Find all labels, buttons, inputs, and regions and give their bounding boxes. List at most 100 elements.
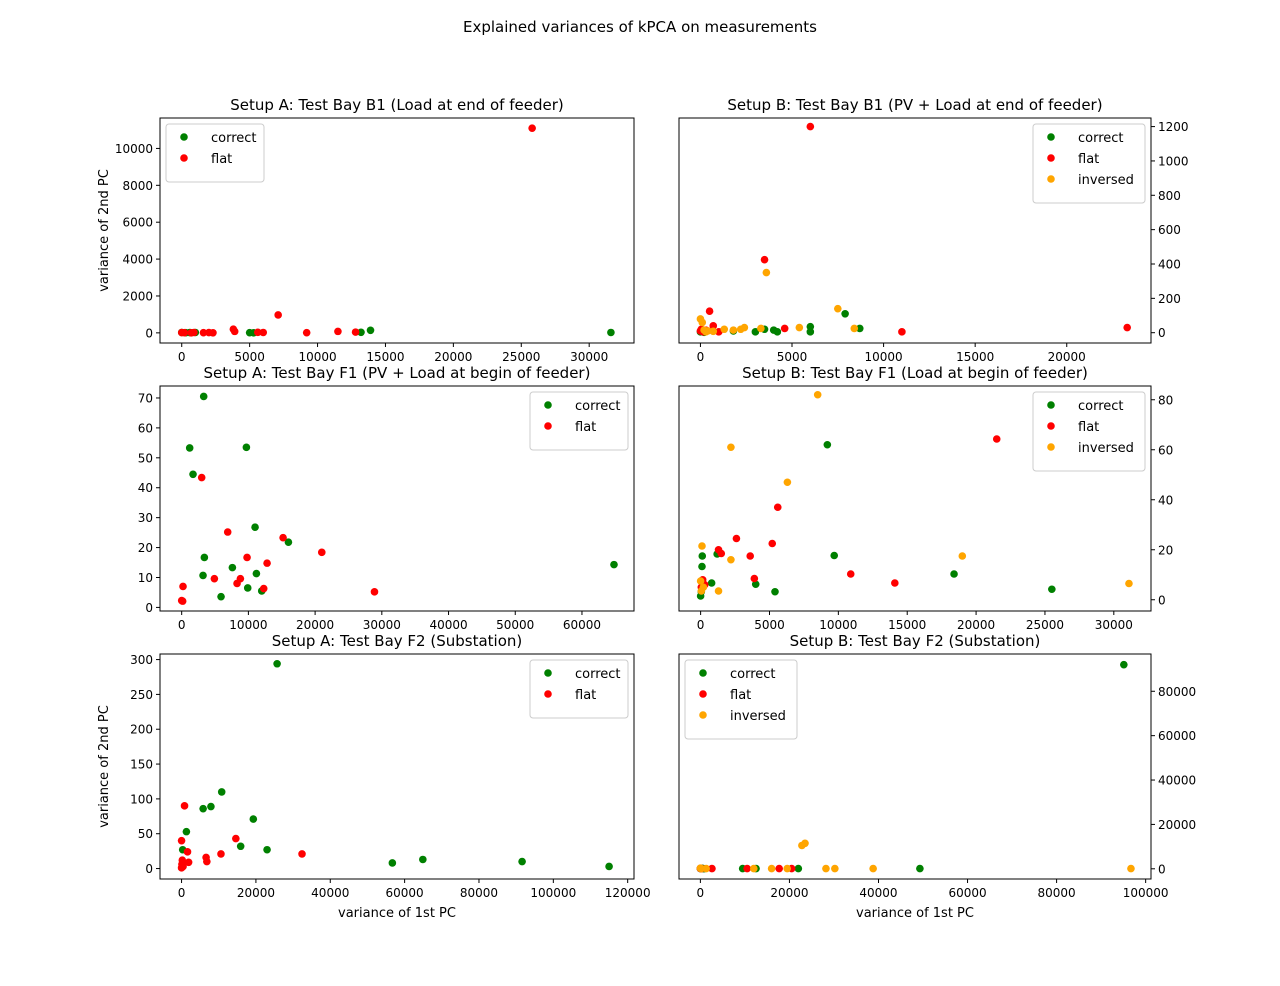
legend-label-flat: flat [575,688,596,703]
point-inversed [757,324,765,333]
point-correct [273,659,281,668]
point-flat [259,328,268,337]
point-inversed [783,864,792,873]
x-tick-label: 100000 [1123,886,1169,900]
point-correct [263,845,271,854]
point-flat [732,534,741,543]
legend-frame [684,659,798,740]
y-tick-label: 0 [145,862,153,876]
y-tick-label: 80000 [1158,685,1196,699]
point-inversed [801,839,809,848]
point-flat [317,548,326,557]
point-correct [199,804,207,813]
y-tick-label: 1000 [1158,154,1189,168]
y-tick-label: 40 [1158,493,1173,507]
x-tick-label: 40000 [429,618,467,632]
x-tick-label: 25000 [1026,618,1064,632]
point-correct [841,310,849,318]
point-correct [823,440,832,449]
point-correct [228,563,237,572]
legend-marker-correct [699,669,707,677]
x-tick-label: 30000 [570,350,608,364]
legend-marker-correct [1047,133,1055,141]
x-tick-label: 5000 [234,350,265,364]
y-tick-label: 70 [138,391,153,405]
point-flat [180,802,189,810]
legend: correct flat [529,391,629,451]
subplot-2: Setup B: Test Bay B1 (PV + Load at end o… [678,96,1189,364]
point-correct [1048,585,1056,594]
y-tick-label: 150 [130,758,153,772]
point-flat [184,858,193,867]
point-inversed [727,555,735,564]
point-inversed [729,326,738,334]
y-tick-label: 600 [1158,223,1181,237]
subplots: Setup A: Test Bay B1 (Load at end of fee… [97,96,1196,921]
x-tick-label: 15000 [888,618,926,632]
x-tick-label: 100000 [530,886,576,900]
x-axis-label: variance of 1st PC [856,906,974,921]
point-correct [252,569,261,578]
x-tick-label: 0 [697,350,705,364]
legend-label-flat: flat [730,688,751,703]
legend-marker-correct [544,401,552,409]
subplot-title: Setup A: Test Bay F2 (Substation) [272,632,523,650]
y-tick-label: 100 [130,792,153,806]
point-correct [1120,660,1128,669]
point-correct [207,802,215,811]
point-flat [179,582,187,591]
x-tick-label: 30000 [1095,618,1133,632]
x-tick-label: 5000 [777,350,808,364]
point-flat [183,848,192,856]
legend-label-flat: flat [1078,420,1099,435]
point-inversed [698,318,707,327]
y-tick-label: 80 [1158,393,1173,407]
point-inversed [702,864,710,873]
x-tick-label: 10000 [298,350,336,364]
point-correct [217,788,226,796]
y-tick-label: 1200 [1158,120,1189,134]
legend-frame [1032,391,1146,472]
y-tick-label: 800 [1158,189,1181,203]
point-flat [743,864,751,873]
legend: correct flat [529,659,629,719]
point-flat [898,328,906,336]
point-flat [528,124,536,132]
y-tick-label: 300 [130,653,153,667]
point-flat [717,549,726,558]
legend-marker-correct [1047,401,1055,409]
point-inversed [703,327,712,335]
legend: correct flat inversed [684,659,798,740]
legend-frame [1032,123,1146,204]
point-correct [794,864,803,873]
y-tick-label: 50 [138,827,153,841]
point-inversed [714,587,723,595]
point-inversed [698,542,706,550]
point-flat [760,255,769,264]
y-tick-label: 250 [130,688,153,702]
x-tick-label: 20000 [237,886,275,900]
subplot-3: Setup A: Test Bay F1 (PV + Load at begin… [138,364,635,632]
point-inversed [1127,864,1135,873]
x-tick-label: 10000 [819,618,857,632]
x-tick-label: 60000 [386,886,424,900]
legend-marker-flat [699,690,707,698]
point-correct [698,562,706,571]
y-tick-label: 200 [130,723,153,737]
point-flat [992,435,1001,443]
y-tick-label: 2000 [122,289,153,303]
point-flat [263,559,271,567]
point-correct [771,587,779,596]
legend-label-correct: correct [1078,131,1124,146]
point-flat [775,864,783,873]
point-flat [709,322,718,330]
point-flat [750,574,759,583]
x-axis-label: variance of 1st PC [338,906,456,921]
point-correct [200,553,209,562]
x-tick-label: 20000 [957,618,995,632]
legend-label-inversed: inversed [730,709,786,724]
point-correct [607,328,615,337]
point-inversed [720,325,729,334]
x-tick-label: 15000 [956,350,994,364]
legend-label-correct: correct [730,667,776,682]
